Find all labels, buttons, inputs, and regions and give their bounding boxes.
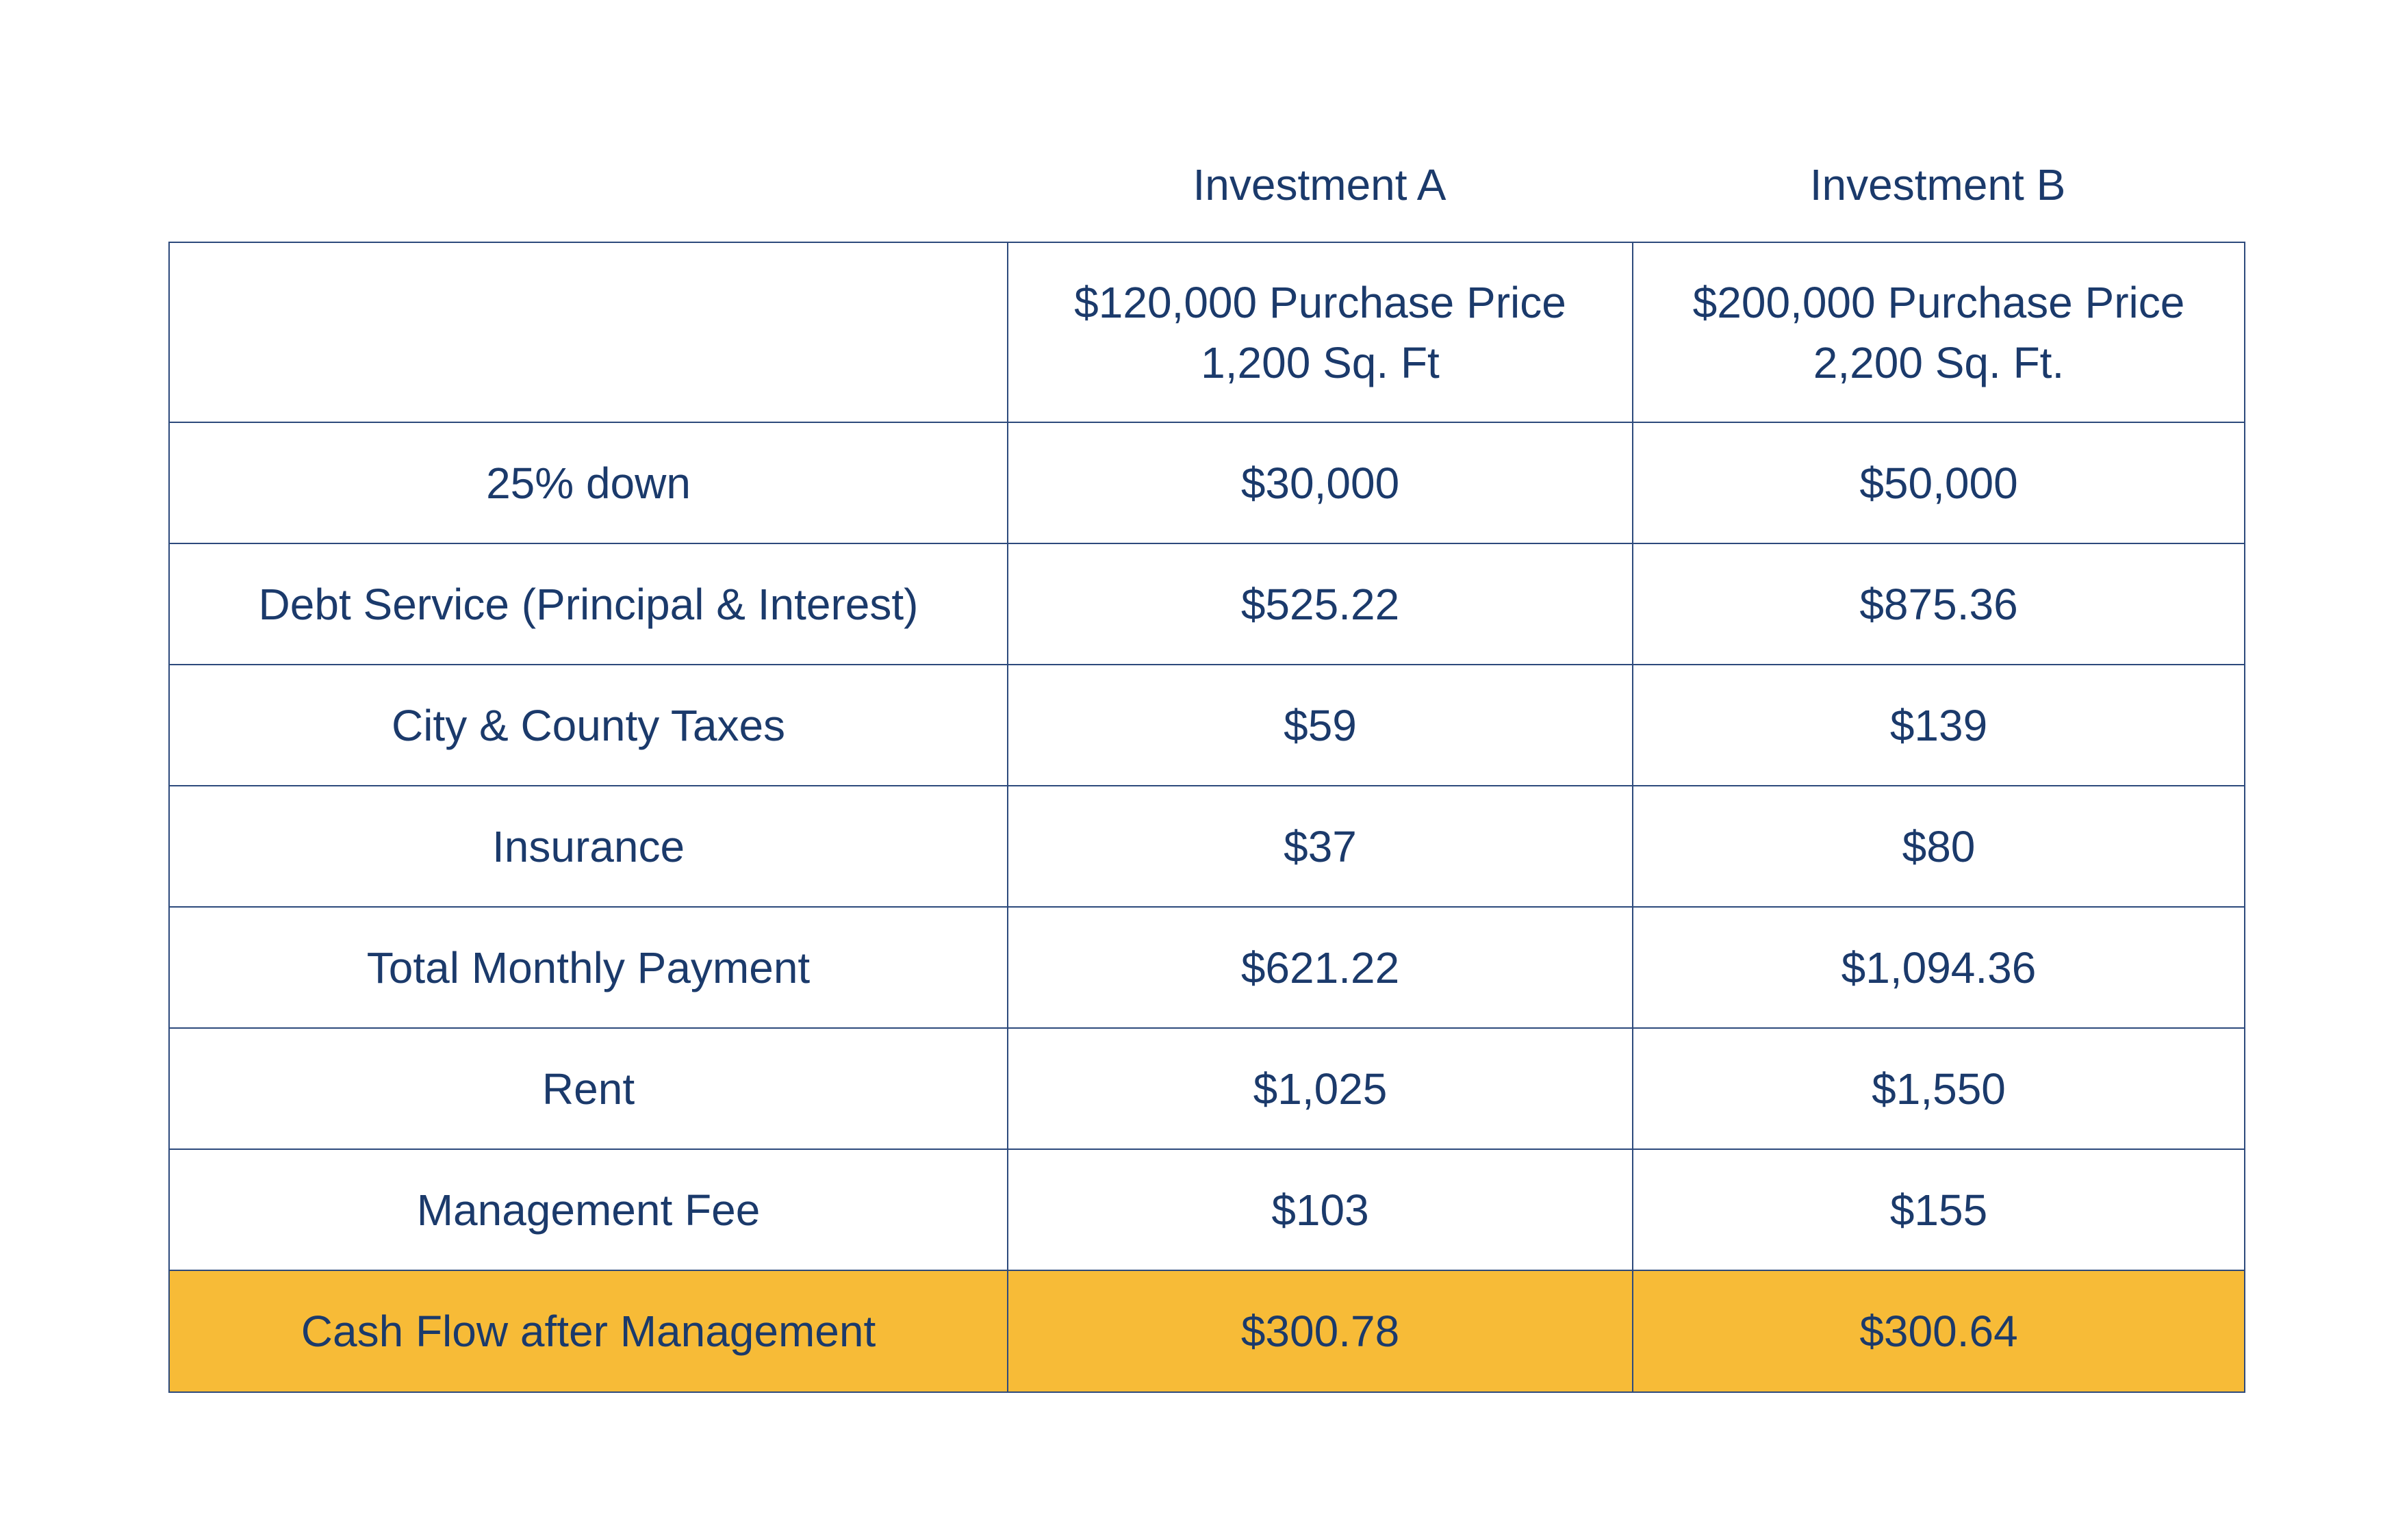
table-row: Debt Service (Principal & Interest) $525…: [168, 543, 2245, 665]
investment-a-value: $525.22: [1007, 543, 1633, 665]
investment-b-price: $200,000 Purchase Price: [1692, 277, 2185, 327]
investment-b-value: $1,094.36: [1632, 906, 2245, 1029]
investment-a-property-cell: $120,000 Purchase Price 1,200 Sq. Ft: [1007, 242, 1633, 423]
investment-b-header: Investment B: [1809, 160, 2066, 209]
investment-b-value: $875.36: [1632, 543, 2245, 665]
row-label: Management Fee: [168, 1148, 1008, 1271]
table-row: City & County Taxes $59 $139: [168, 664, 2245, 786]
investment-b-value: $155: [1632, 1148, 2245, 1271]
investment-a-value: $37: [1007, 785, 1633, 908]
investment-a-value: $1,025: [1007, 1027, 1633, 1150]
comparison-table: $120,000 Purchase Price 1,200 Sq. Ft $20…: [168, 242, 2245, 1393]
investment-a-value: $621.22: [1007, 906, 1633, 1029]
table-row: Management Fee $103 $155: [168, 1148, 2245, 1271]
investment-a-price: $120,000 Purchase Price: [1074, 277, 1566, 327]
row-label: Rent: [168, 1027, 1008, 1150]
investment-b-value: $80: [1632, 785, 2245, 908]
row-label: Total Monthly Payment: [168, 906, 1008, 1029]
investment-b-value: $139: [1632, 664, 2245, 786]
row-label: Debt Service (Principal & Interest): [168, 543, 1008, 665]
investment-b-size: 2,200 Sq. Ft.: [1813, 337, 2065, 387]
table-row: 25% down $30,000 $50,000: [168, 422, 2245, 544]
table-row: Rent $1,025 $1,550: [168, 1027, 2245, 1150]
investment-a-header: Investment A: [1193, 160, 1446, 209]
investment-a-value: $30,000: [1007, 422, 1633, 544]
investment-b-cash-flow: $300.64: [1632, 1270, 2245, 1393]
investment-a-value: $59: [1007, 664, 1633, 786]
investment-b-value: $1,550: [1632, 1027, 2245, 1150]
investment-b-property-cell: $200,000 Purchase Price 2,200 Sq. Ft.: [1632, 242, 2245, 423]
investment-a-value: $103: [1007, 1148, 1633, 1271]
investment-a-size: 1,200 Sq. Ft: [1201, 337, 1440, 387]
row-label: 25% down: [168, 422, 1008, 544]
investment-b-value: $50,000: [1632, 422, 2245, 544]
row-label: City & County Taxes: [168, 664, 1008, 786]
table-row: Total Monthly Payment $621.22 $1,094.36: [168, 906, 2245, 1029]
cash-flow-label: Cash Flow after Management: [168, 1270, 1008, 1393]
empty-label-cell: [168, 242, 1008, 423]
row-label: Insurance: [168, 785, 1008, 908]
table-row: Insurance $37 $80: [168, 785, 2245, 908]
property-row: $120,000 Purchase Price 1,200 Sq. Ft $20…: [168, 242, 2245, 423]
investment-a-cash-flow: $300.78: [1007, 1270, 1633, 1393]
cash-flow-row: Cash Flow after Management $300.78 $300.…: [168, 1270, 2245, 1393]
